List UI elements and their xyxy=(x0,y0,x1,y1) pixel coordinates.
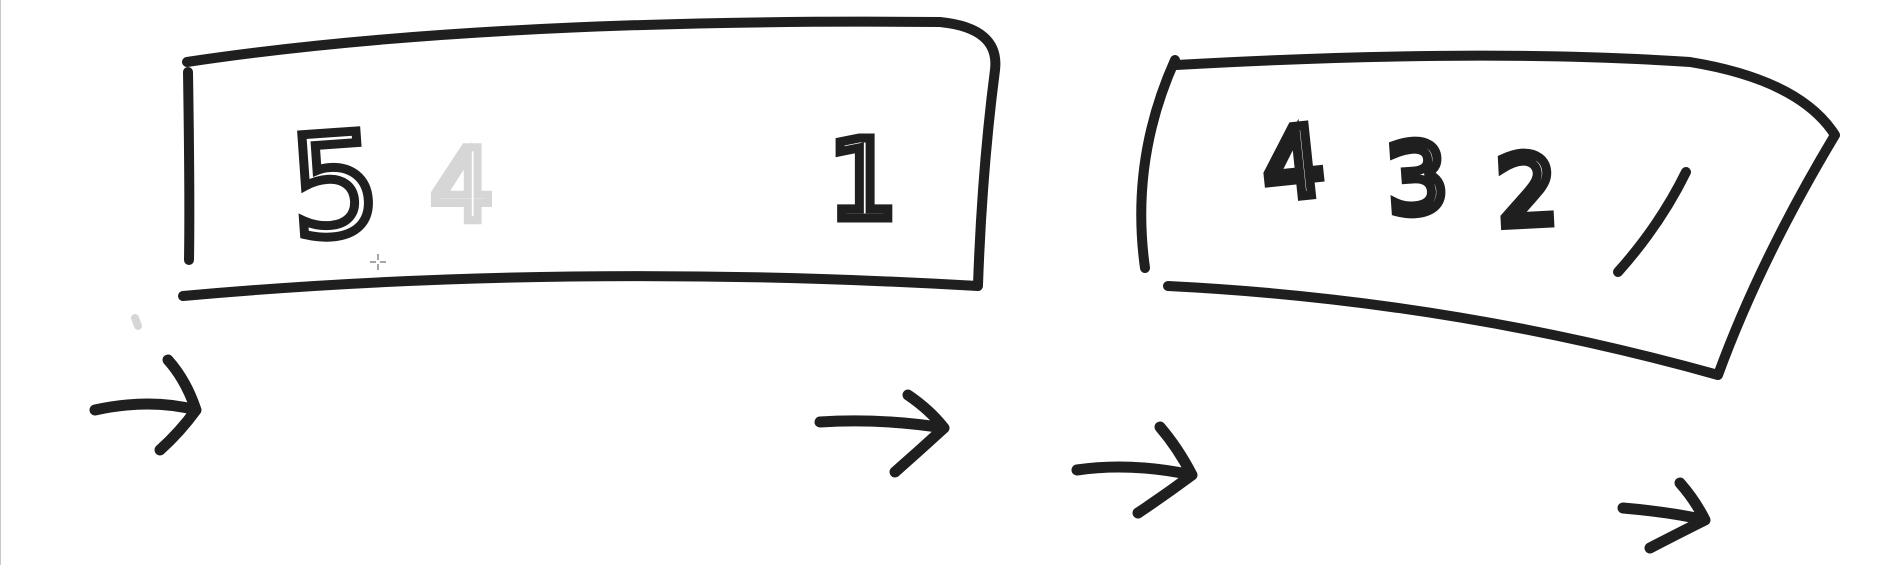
right-box-digit-2: 2 xyxy=(1494,134,1561,249)
left-box: 5 4 1 xyxy=(178,16,1001,301)
right-box: 4 3 2 1 xyxy=(1136,50,1840,380)
arrow-1 xyxy=(89,314,202,456)
right-box-digit-3: 3 xyxy=(1383,121,1452,237)
arrow-2 xyxy=(814,389,950,478)
canvas-left-edge xyxy=(0,0,1,565)
left-box-outline xyxy=(178,16,1001,301)
arrow-2-stroke xyxy=(814,389,950,478)
arrow-1-stroke xyxy=(89,354,202,456)
left-box-digit-4: 4 xyxy=(430,127,494,244)
arrow-4 xyxy=(1617,477,1711,554)
stray-mark xyxy=(131,314,142,330)
right-box-digit-1-stroke xyxy=(1613,167,1691,277)
crosshair-icon xyxy=(370,254,386,270)
arrow-3-stroke xyxy=(1071,421,1198,519)
right-box-digit-1: 1 xyxy=(1630,269,1631,271)
arrow-4-stroke xyxy=(1617,477,1711,554)
left-box-digit-1: 1 xyxy=(828,116,898,244)
right-box-digit-4: 4 xyxy=(1257,105,1329,223)
right-box-outline xyxy=(1136,50,1840,380)
left-box-digit-5: 5 xyxy=(285,103,385,272)
arrow-3 xyxy=(1071,421,1198,519)
